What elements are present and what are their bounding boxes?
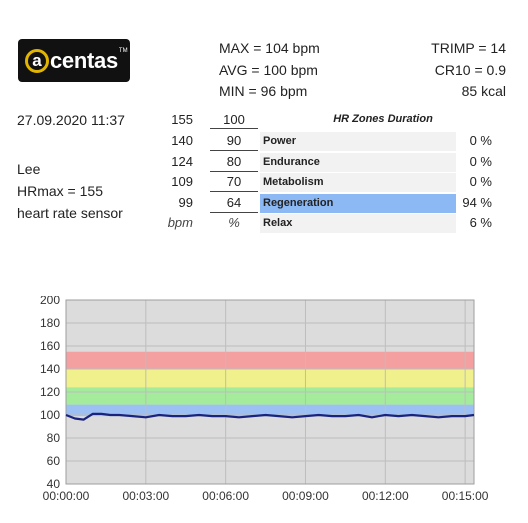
zone-pct: 80 [226, 153, 242, 169]
zone-name-relax: Relax [263, 217, 293, 230]
logo-text: centas [50, 47, 118, 73]
zone-top-bpm: 155 [171, 112, 193, 127]
zone-band-regeneration [66, 404, 474, 417]
y-tick-label: 120 [40, 385, 60, 399]
sensor-type: heart rate sensor [17, 205, 123, 221]
hrmax-value: HRmax = 155 [17, 183, 103, 199]
zone-pct: 70 [226, 174, 242, 190]
x-tick-label: 00:00:00 [43, 489, 90, 503]
y-tick-label: 160 [40, 339, 60, 353]
plot-border [65, 299, 475, 485]
x-tick-label: 00:12:00 [362, 489, 409, 503]
y-tick-label: 180 [40, 316, 60, 330]
zone-bar-metabolism [260, 173, 456, 193]
y-tick-label: 140 [40, 362, 60, 376]
zone-pct: % [228, 215, 240, 231]
zone-bar-relax [260, 214, 456, 234]
zone-divider [210, 211, 258, 213]
zone-name-metabolism: Metabolism [263, 176, 324, 189]
max-hr: MAX = 104 bpm [219, 40, 320, 56]
y-tick-label: 40 [47, 477, 61, 491]
avg-hr: AVG = 100 bpm [219, 62, 318, 78]
x-tick-label: 00:03:00 [122, 489, 169, 503]
zone-divider [210, 128, 258, 129]
zone-bpm: 124 [171, 153, 193, 169]
y-tick-label: 60 [47, 454, 61, 468]
zone-duration-endurance: 0 % [469, 153, 492, 169]
kcal-value: 85 kcal [461, 83, 506, 99]
zone-duration-metabolism: 0 % [469, 174, 492, 190]
zone-name-power: Power [263, 135, 297, 147]
hr-chart-svg: 40 60 80 100 120 140 160 180 200 00:00:00 00:03:00… [40, 293, 489, 503]
user-name: Lee [17, 161, 41, 177]
y-tick-label: 80 [47, 431, 61, 445]
zone-pct: 64 [226, 194, 242, 210]
zone-duration-regeneration: 94 % [462, 194, 492, 210]
zone-duration-power: 0 % [469, 133, 492, 148]
heart-rate-line [65, 412, 475, 421]
zone-top-pct: 100 [223, 112, 245, 127]
y-tick-label: 100 [40, 408, 60, 422]
zone-band-endurance [66, 369, 474, 388]
zone-pct: 90 [226, 133, 242, 148]
logo-trademark: TM [118, 48, 128, 54]
zone-name-endurance: Endurance [263, 155, 320, 168]
logo-letter: a [25, 48, 49, 73]
zones-header: HR Zones Duration [333, 113, 433, 125]
acentas-logo: a centas TM [18, 39, 130, 82]
zone-bpm: bpm [167, 215, 193, 231]
x-tick-label: 00:06:00 [202, 489, 249, 503]
session-datetime: 27.09.2020 11:37 [17, 112, 125, 128]
zone-bpm: 109 [171, 174, 193, 190]
min-hr: MIN = 96 bpm [219, 83, 308, 99]
zone-bar-endurance [260, 152, 456, 172]
zone-divider [210, 170, 258, 172]
x-tick-label: 00:15:00 [442, 489, 489, 503]
zone-band-metabolism [66, 387, 474, 405]
x-tick-label: 00:09:00 [282, 489, 329, 503]
zone-divider [210, 150, 258, 151]
zone-band-power [66, 351, 474, 369]
zone-duration-relax: 6 % [469, 215, 492, 231]
zone-bar-regeneration [260, 193, 456, 213]
zone-bpm: 140 [171, 133, 193, 148]
zone-bpm: 99 [178, 194, 193, 210]
trimp-value: TRIMP = 14 [431, 40, 506, 56]
cr10-value: CR10 = 0.9 [434, 62, 506, 78]
hr-chart: 40 60 80 100 120 140 160 180 200 00:00:00 00:03:00… [20, 293, 510, 523]
zone-bar-power [260, 132, 456, 151]
zone-divider [210, 191, 258, 193]
y-tick-label: 200 [40, 296, 60, 307]
zone-name-regeneration: Regeneration [263, 196, 334, 209]
